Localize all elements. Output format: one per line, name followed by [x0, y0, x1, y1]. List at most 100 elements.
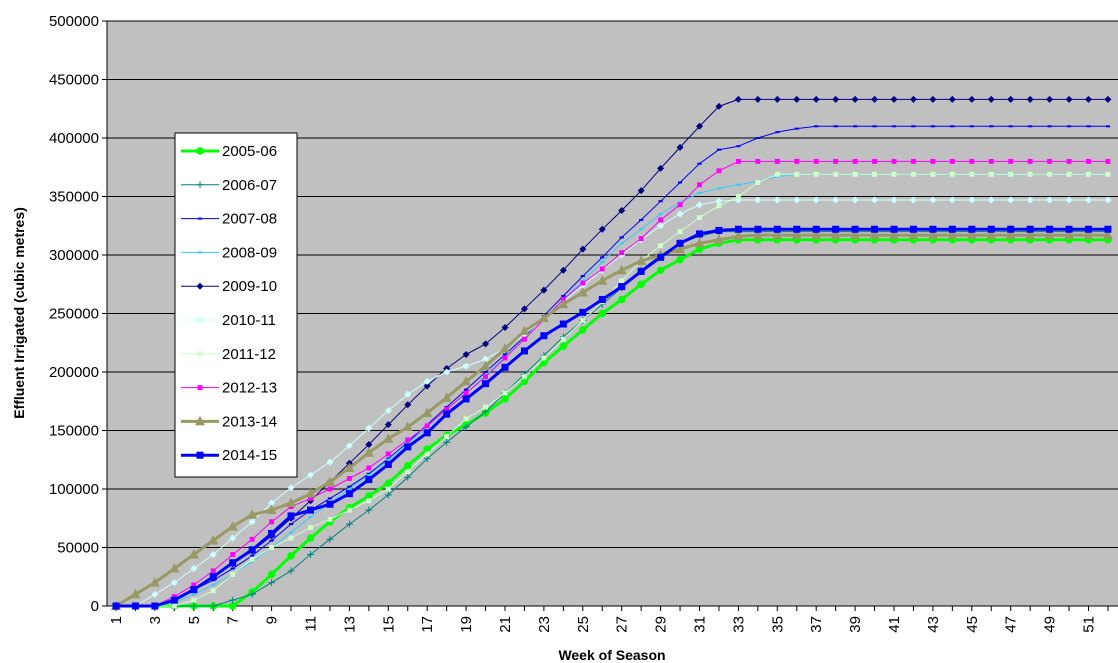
data-point — [538, 312, 549, 323]
data-point — [424, 423, 430, 429]
data-point — [716, 168, 722, 174]
data-point — [210, 568, 216, 574]
data-point — [228, 602, 237, 610]
data-point — [948, 196, 956, 204]
data-point — [210, 588, 216, 594]
data-point — [618, 207, 626, 215]
data-point — [559, 266, 567, 274]
data-point — [833, 158, 839, 164]
data-point — [197, 385, 203, 391]
data-point — [987, 225, 995, 233]
data-point — [197, 351, 203, 357]
data-point — [196, 451, 204, 459]
data-point — [812, 225, 820, 233]
data-point — [1085, 95, 1092, 103]
data-point — [423, 445, 431, 453]
data-point — [773, 95, 781, 103]
data-point — [890, 196, 898, 204]
data-point — [540, 286, 548, 294]
x-tick-label: 1 — [108, 616, 125, 624]
data-point — [775, 131, 780, 134]
data-point — [658, 243, 664, 249]
legend-entry: 2008-09 — [181, 244, 277, 261]
legend-label: 2014-15 — [222, 447, 277, 464]
data-point — [269, 539, 274, 542]
data-point — [540, 358, 548, 367]
legend-entry: 2005-06 — [181, 143, 277, 160]
y-tick-label: 0 — [91, 598, 99, 615]
data-point — [1027, 171, 1033, 177]
data-point — [190, 586, 198, 594]
data-point — [462, 423, 470, 431]
data-point — [327, 516, 333, 522]
data-point — [812, 95, 820, 103]
data-point — [987, 95, 995, 103]
data-point — [639, 218, 644, 221]
y-tick-label: 350000 — [49, 189, 99, 206]
data-point — [1086, 171, 1091, 177]
y-tick-label: 450000 — [49, 72, 99, 89]
x-tick-label: 35 — [769, 616, 786, 633]
data-point — [1104, 95, 1112, 103]
data-point — [929, 196, 937, 204]
data-point — [209, 573, 217, 581]
data-point — [462, 362, 470, 370]
data-point — [248, 590, 256, 598]
data-point — [197, 217, 203, 220]
data-point — [1046, 95, 1054, 103]
data-point — [540, 332, 548, 340]
data-point — [191, 593, 196, 596]
data-point — [229, 559, 237, 567]
data-point — [579, 308, 587, 316]
data-point — [616, 264, 627, 275]
series-2014-15 — [112, 225, 1112, 610]
data-point — [580, 318, 586, 323]
data-point — [463, 416, 469, 422]
data-point — [811, 229, 822, 240]
data-point — [1102, 229, 1113, 240]
data-point — [346, 507, 352, 513]
data-point — [909, 196, 917, 204]
data-point — [522, 374, 527, 380]
data-point — [169, 563, 180, 573]
data-point — [365, 492, 373, 500]
data-point — [112, 602, 120, 610]
data-point — [716, 148, 722, 151]
data-point — [872, 125, 877, 128]
data-point — [736, 145, 741, 148]
data-point — [1005, 229, 1016, 240]
data-point — [639, 228, 644, 231]
data-point — [208, 534, 219, 545]
series-line — [116, 227, 1108, 608]
axes: 0500001000001500002000002500003000003500… — [49, 13, 1118, 633]
data-point — [151, 602, 159, 610]
data-point — [1086, 125, 1091, 128]
data-point — [1105, 158, 1111, 164]
data-point — [502, 353, 508, 356]
data-point — [327, 497, 333, 500]
data-point — [929, 225, 937, 233]
data-point — [383, 433, 394, 443]
data-point — [755, 137, 760, 139]
x-tick-label: 9 — [264, 616, 281, 624]
data-point — [346, 476, 352, 481]
data-point — [196, 147, 204, 155]
data-point — [131, 602, 139, 610]
data-point — [385, 451, 391, 457]
data-point — [734, 95, 742, 103]
data-point — [326, 500, 334, 508]
legend-entry: 2010-11 — [181, 312, 276, 329]
data-point — [637, 267, 645, 275]
data-point — [869, 229, 880, 240]
data-point — [871, 95, 879, 103]
data-point — [482, 380, 490, 388]
data-point — [696, 230, 703, 238]
series-line — [116, 231, 1108, 607]
legend-label: 2012-13 — [222, 380, 277, 397]
data-point — [1008, 171, 1014, 177]
data-point — [676, 239, 684, 247]
data-point — [461, 375, 472, 386]
legend-label: 2005-06 — [222, 143, 277, 160]
y-tick-label: 500000 — [49, 13, 99, 30]
